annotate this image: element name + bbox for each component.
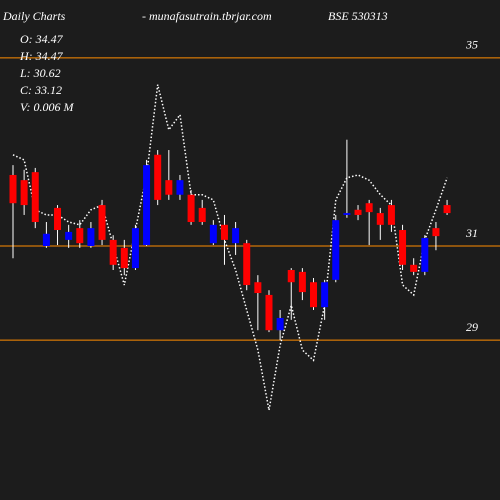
candle-body	[343, 213, 351, 215]
candle-body	[176, 180, 184, 195]
candle-body	[154, 154, 162, 200]
y-tick-label: 31	[465, 226, 478, 240]
info: O: 34.47 H: 34.47 L: 30.62 C: 33.12 V: 0.006…	[19, 32, 75, 114]
candle-body	[87, 228, 95, 247]
chart-subtitle: - munafasutrain.tbrjar.com	[142, 9, 272, 23]
candle-body	[198, 207, 206, 223]
candle-body	[332, 220, 340, 280]
candle-body	[20, 180, 28, 206]
candle-body	[421, 238, 429, 272]
candle-body	[443, 205, 451, 214]
candle-body	[9, 174, 17, 204]
candle-body	[365, 203, 373, 213]
candle-body	[354, 209, 362, 215]
candle-body	[98, 205, 106, 240]
candle-body	[31, 172, 39, 223]
candle-body	[232, 228, 240, 244]
candle-body	[287, 269, 295, 283]
candle-body	[298, 271, 306, 293]
candle-body	[310, 282, 318, 308]
info-line: V: 0.006 M	[20, 100, 75, 114]
candle-body	[54, 207, 62, 231]
moving-line	[12, 84, 448, 411]
candle-body	[399, 230, 407, 265]
candle-body	[276, 317, 284, 331]
candle-body	[243, 243, 251, 286]
y-tick-label: 35	[465, 38, 478, 52]
info-line: O: 34.47	[20, 32, 64, 46]
symbol: BSE 530313	[328, 9, 388, 23]
candle-body	[187, 194, 195, 223]
candle-body	[321, 282, 329, 308]
candle-body	[42, 233, 50, 247]
candle-body	[254, 282, 262, 294]
info-line: H: 34.47	[19, 49, 64, 63]
candle-body	[220, 224, 228, 240]
candle-body	[410, 264, 418, 272]
candle-body	[65, 231, 73, 240]
candle-body	[120, 247, 128, 269]
plot	[9, 84, 451, 411]
info-line: C: 33.12	[20, 83, 62, 97]
y-tick-label: 29	[466, 320, 478, 334]
candle-body	[109, 239, 117, 265]
candle-body	[165, 180, 173, 195]
candle-body	[209, 224, 217, 244]
candle-body	[265, 294, 273, 331]
chart-title: Daily Charts	[2, 9, 66, 23]
candle-body	[131, 228, 139, 269]
candle-body	[432, 228, 440, 237]
candle-body	[143, 165, 151, 246]
candle-body	[376, 213, 384, 225]
candle-body	[387, 205, 395, 225]
candle-body	[76, 228, 84, 244]
info-line: L: 30.62	[19, 66, 61, 80]
